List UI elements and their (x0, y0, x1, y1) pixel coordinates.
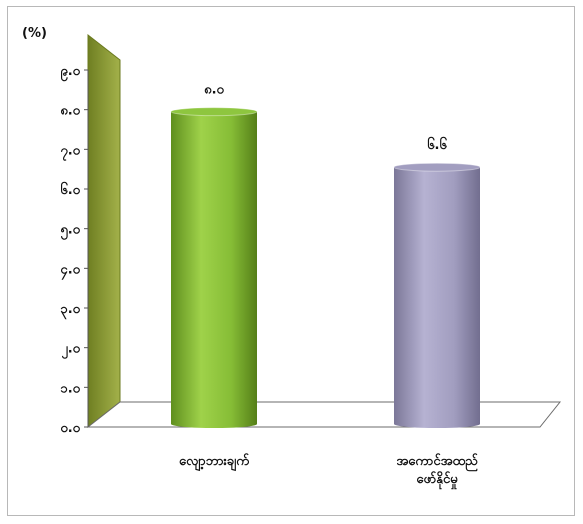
bar (170, 107, 258, 428)
y-tick-label: ၃.၀ (60, 302, 80, 320)
bar-body (171, 111, 257, 425)
y-tick-label: ၅.၀ (60, 223, 80, 241)
bars (170, 107, 481, 428)
bar-value-label: ၆.၆ (427, 136, 447, 153)
x-category-label: ဖော်နိုင်မှု (416, 470, 458, 490)
x-category-label: အကောင်အထည် (396, 452, 478, 472)
y-tick-label: ၂.၀ (61, 342, 80, 360)
bar-top (393, 162, 481, 172)
chart-frame: (%) ၀.၀ ၁.၀ ၂.၀ ၃.၀ ၄.၀ ၅.၀ ၆.၀ ၇.၀ ၈.၀ ၉.၀ ၈.၀၆.… (7, 6, 575, 516)
bar-value-label: ၈.၀ (204, 83, 224, 98)
plot-walls (86, 33, 562, 429)
y-tick-label: ၆.၀ (60, 181, 80, 198)
y-tick-label: ၄.၀ (60, 262, 80, 280)
x-axis-labels: လျော့ဘားချက် အကောင်အထည်ဖော်နိုင်မှု (179, 452, 478, 490)
y-tick-label: ၈.၀ (60, 104, 80, 119)
x-category-label: လျော့ဘားချက် (179, 452, 249, 471)
bar (393, 162, 481, 428)
bar-body (394, 167, 480, 424)
y-tick-label: ၁.၀ (60, 381, 80, 396)
bar-base (394, 420, 480, 428)
y-tick-label: ၇.၀ (60, 143, 80, 161)
y-ticks: ၀.၀ ၁.၀ ၂.၀ ၃.၀ ၄.၀ ၅.၀ ၆.၀ ၇.၀ ၈.၀ ၉.၀ (60, 64, 88, 436)
side-wall (87, 33, 121, 429)
bar-top (170, 107, 258, 117)
bar-chart: (%) ၀.၀ ၁.၀ ၂.၀ ၃.၀ ၄.၀ ၅.၀ ၆.၀ ၇.၀ ၈.၀ ၉.၀ ၈.၀၆.… (22, 26, 562, 490)
value-labels: ၈.၀၆.၆ (204, 83, 447, 154)
bar-base (171, 420, 257, 428)
y-unit-label: (%) (22, 26, 47, 41)
y-tick-label: ၀.၀ (60, 421, 80, 436)
y-tick-label: ၉.၀ (60, 64, 80, 82)
floor-plane (86, 401, 562, 428)
